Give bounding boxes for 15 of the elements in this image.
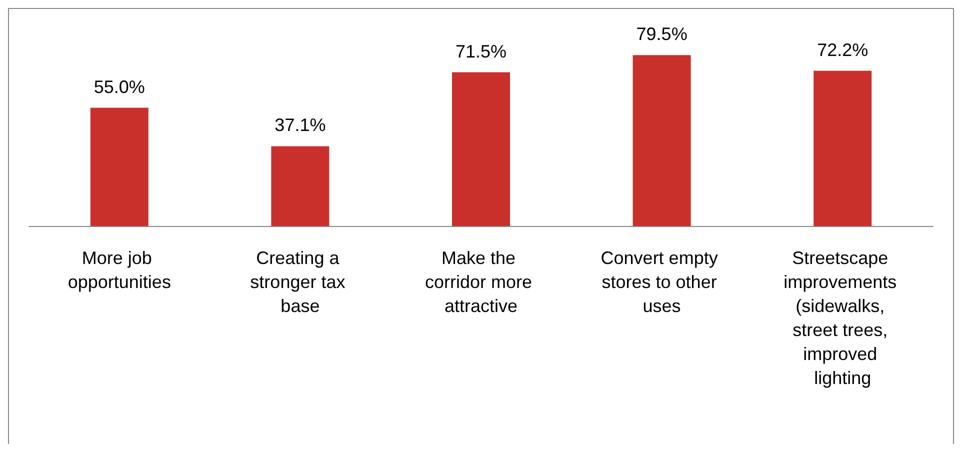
x-tick-label: More job opportunities	[68, 248, 171, 292]
data-label: 71.5%	[455, 41, 507, 62]
bar	[632, 55, 691, 226]
bar	[814, 70, 872, 226]
x-tick-label: Streetscape improvements (sidewalks, street trees, improved lighting	[784, 248, 902, 388]
data-label: 37.1%	[274, 115, 326, 136]
x-tick-label: Make the corridor more attractive	[424, 248, 538, 316]
bar	[452, 72, 510, 226]
bar	[90, 108, 148, 226]
data-label: 55.0%	[94, 76, 145, 97]
x-tick-label: Creating a stronger tax base	[250, 248, 350, 316]
x-tick-label: Convert empty stores to other uses	[600, 248, 723, 316]
bar	[271, 146, 330, 226]
data-label: 72.2%	[817, 40, 868, 60]
data-label: 79.5%	[636, 24, 688, 44]
